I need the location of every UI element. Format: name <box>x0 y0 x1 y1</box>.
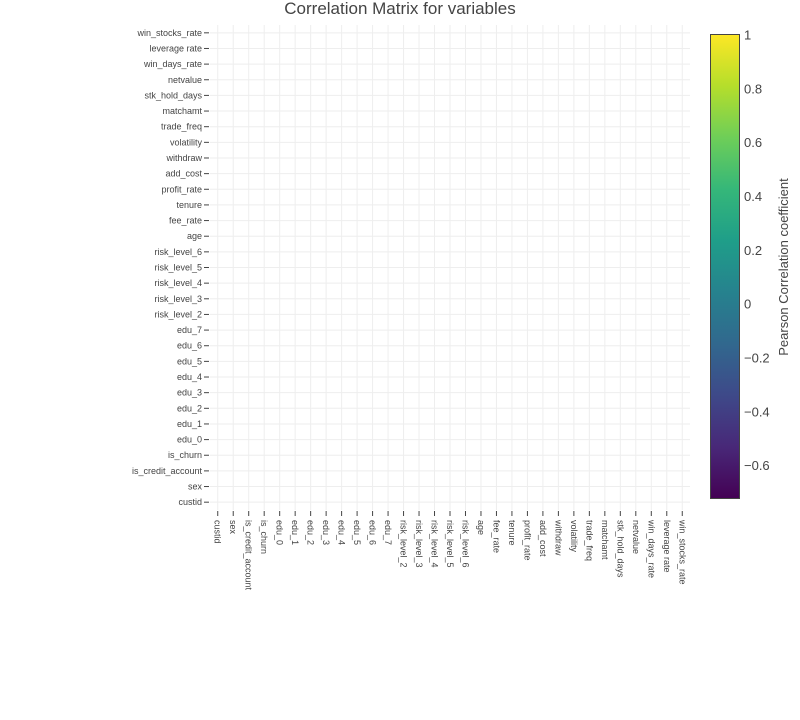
y-tick-label: risk_level_4 <box>154 278 202 288</box>
colorbar-tick-label: 0.6 <box>744 135 762 150</box>
y-tick-label: edu_0 <box>177 435 202 445</box>
x-tick-label: custid <box>213 520 223 544</box>
y-tick-label: custid <box>178 497 202 507</box>
x-tick-label: risk_level_2 <box>399 520 409 568</box>
colorbar: 1 0.8 0.6 0.4 0.2 0 −0.2 −0.4 −0.6 Pearson Corre… <box>710 28 791 499</box>
y-tick-label: tenure <box>176 200 202 210</box>
y-tick-label: stk_hold_days <box>144 90 202 100</box>
y-tick-label: is_churn <box>168 450 202 460</box>
x-tick-label: trade_freq <box>584 520 594 561</box>
y-tick-label: matchamt <box>162 106 202 116</box>
x-tick-label: age <box>476 520 486 535</box>
colorbar-tick-label: −0.2 <box>744 351 770 366</box>
y-tick-label: edu_3 <box>177 388 202 398</box>
y-tick-label: edu_2 <box>177 403 202 413</box>
chart-title: Correlation Matrix for variables <box>284 0 515 18</box>
x-tick-label: risk_level_5 <box>445 520 455 568</box>
y-tick-label: withdraw <box>165 153 202 163</box>
x-tick-label: edu_3 <box>321 520 331 545</box>
x-tick-label: risk_level_6 <box>460 520 470 568</box>
colorbar-tick-label: −0.6 <box>744 458 770 473</box>
x-tick-label: edu_4 <box>337 520 347 545</box>
y-tick-label: profit_rate <box>161 184 202 194</box>
x-tick-label: edu_7 <box>383 520 393 545</box>
y-tick-label: netvalue <box>168 75 202 85</box>
y-tick-label: age <box>187 231 202 241</box>
y-tick-label: sex <box>188 482 203 492</box>
y-tick-label: win_days_rate <box>143 59 202 69</box>
y-tick-label: risk_level_5 <box>154 263 202 273</box>
x-tick-label: win_days_rate <box>646 519 656 578</box>
x-tick-label: risk_level_4 <box>430 520 440 568</box>
y-tick-label: add_cost <box>165 169 202 179</box>
y-tick-label: edu_7 <box>177 325 202 335</box>
x-tick-label: profit_rate <box>522 520 532 561</box>
y-tick-label: edu_6 <box>177 341 202 351</box>
x-tick-label: fee_rate <box>491 520 501 553</box>
y-tick-label: risk_level_6 <box>154 247 202 257</box>
y-tick-label: edu_4 <box>177 372 202 382</box>
x-tick-label: win_stocks_rate <box>677 519 687 585</box>
y-tick-label: win_stocks_rate <box>136 28 202 38</box>
y-tick-label: leverage rate <box>149 43 202 53</box>
y-tick-label: is_credit_account <box>132 466 203 476</box>
colorbar-tick-label: 0 <box>744 297 751 312</box>
colorbar-tick-label: 0.8 <box>744 81 762 96</box>
y-tick-label: risk_level_2 <box>154 309 202 319</box>
x-tick-label: edu_2 <box>306 520 316 545</box>
colorbar-tick-label: −0.4 <box>744 404 770 419</box>
x-tick-label: volatility <box>569 520 579 553</box>
x-tick-label: edu_6 <box>368 520 378 545</box>
x-tick-label: leverage rate <box>662 520 672 573</box>
y-tick-label: edu_5 <box>177 356 202 366</box>
colorbar-tick-label: 1 <box>744 28 751 43</box>
x-tick-label: edu_0 <box>275 520 285 545</box>
x-tick-label: edu_1 <box>290 520 300 545</box>
colorbar-ticks: 1 0.8 0.6 0.4 0.2 0 −0.2 −0.4 −0.6 <box>744 28 770 474</box>
x-tick-label: is_credit_account <box>244 520 254 591</box>
plot-area <box>210 25 690 510</box>
x-tick-label: netvalue <box>631 520 641 554</box>
colorbar-tick-label: 0.4 <box>744 189 762 204</box>
colorbar-title: Pearson Correlation coefficient <box>776 178 791 356</box>
x-tick-label: tenure <box>507 520 517 546</box>
y-tick-label: volatility <box>170 137 203 147</box>
y-tick-label: risk_level_3 <box>154 294 202 304</box>
x-axis: custid sex is_credit_account is_churn edu_0 e… <box>213 511 687 591</box>
x-tick-label: withdraw <box>553 519 563 556</box>
x-tick-label: stk_hold_days <box>615 520 625 578</box>
x-tick-label: edu_5 <box>352 520 362 545</box>
y-tick-label: fee_rate <box>169 216 202 226</box>
y-tick-label: edu_1 <box>177 419 202 429</box>
colorbar-tick-label: 0.2 <box>744 243 762 258</box>
x-tick-label: add_cost <box>538 520 548 557</box>
x-tick-label: risk_level_3 <box>414 520 424 568</box>
y-tick-label: trade_freq <box>161 122 202 132</box>
colorbar-scale <box>710 34 740 499</box>
x-tick-label: matchamt <box>600 520 610 560</box>
x-tick-label: sex <box>228 520 238 535</box>
y-axis: custid sex is_credit_account is_churn edu_0 e… <box>132 28 209 507</box>
x-tick-label: is_churn <box>259 520 269 554</box>
